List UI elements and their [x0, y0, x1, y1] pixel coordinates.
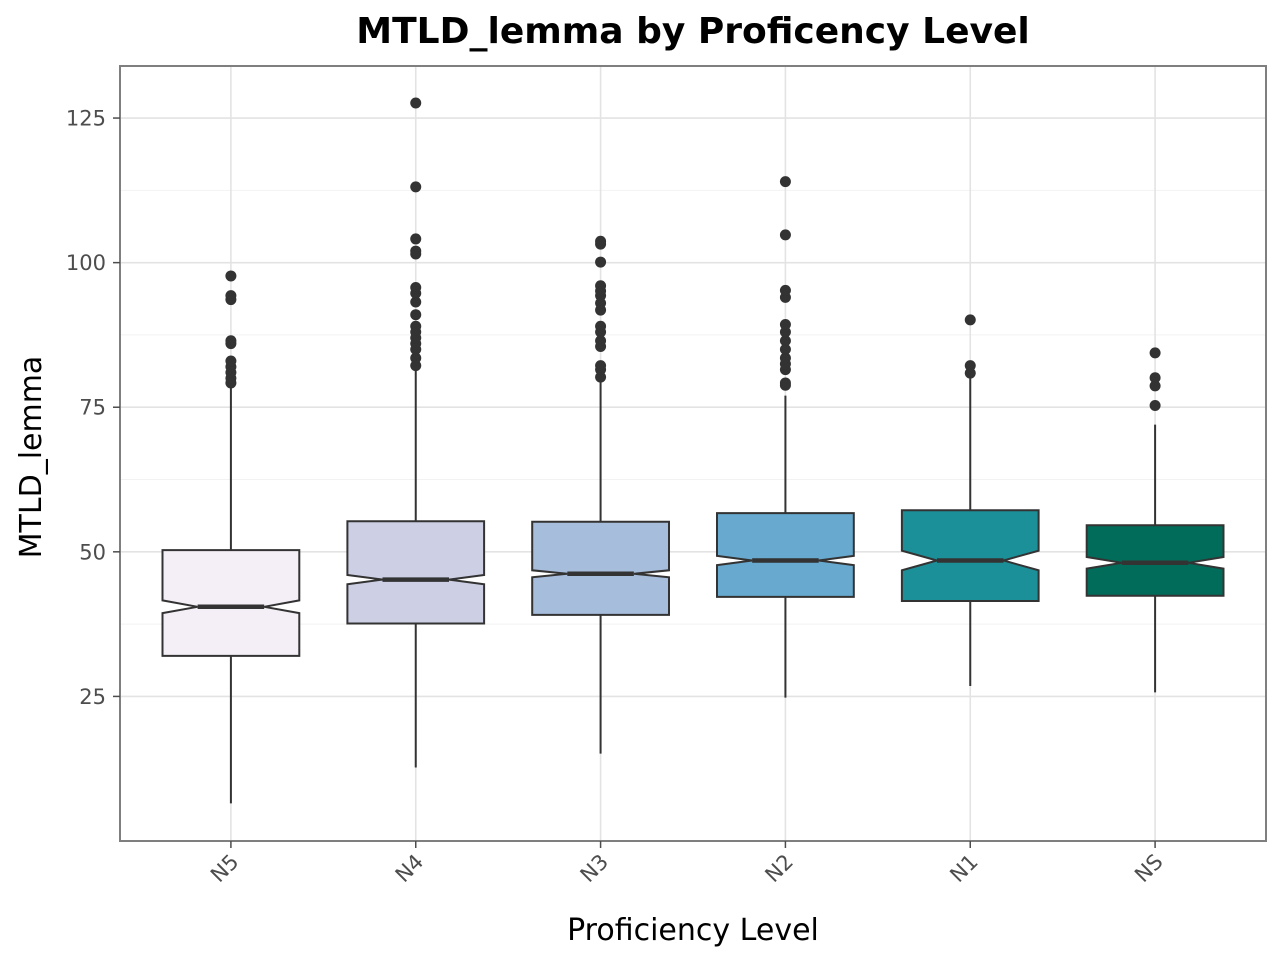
notched-box [1085, 524, 1225, 597]
outlier-point [1149, 372, 1161, 384]
box-group-n2 [716, 176, 855, 698]
outlier-point [595, 280, 607, 292]
outlier-point [779, 377, 791, 389]
outlier-point [225, 270, 237, 282]
outlier-point [595, 297, 607, 309]
box-group-n3 [531, 235, 670, 754]
chart-title: MTLD_lemma by Proficency Level [356, 11, 1029, 52]
notched-box [346, 520, 486, 625]
outlier-point [779, 343, 791, 355]
outlier-point [410, 245, 422, 257]
y-tick-label: 125 [66, 107, 106, 131]
outlier-point [410, 233, 422, 245]
outlier-point [595, 235, 607, 247]
outlier-point [595, 371, 607, 383]
outlier-point [410, 296, 422, 308]
outlier-point [779, 176, 791, 188]
outlier-point [964, 360, 976, 372]
notched-box [531, 520, 670, 616]
outlier-point [225, 290, 237, 302]
outlier-point [410, 97, 422, 109]
outlier-point [225, 335, 237, 347]
outlier-point [410, 282, 422, 294]
box-group-n4 [346, 97, 486, 768]
y-axis-title: MTLD_lemma [14, 356, 49, 559]
outlier-point [410, 320, 422, 332]
x-axis-title: Proficiency Level [567, 913, 819, 948]
notched-box [900, 509, 1040, 602]
outlier-point [595, 256, 607, 268]
box-group-n1 [900, 314, 1040, 686]
outlier-point [410, 309, 422, 321]
outlier-point [1149, 399, 1161, 411]
panel-border [119, 65, 1267, 842]
y-tick-label: 100 [66, 251, 106, 275]
outlier-point [779, 335, 791, 347]
outlier-point [1149, 347, 1161, 359]
outlier-point [964, 314, 976, 326]
outlier-point [1149, 380, 1161, 392]
outlier-point [779, 319, 791, 331]
outlier-point [595, 335, 607, 347]
y-tick-label: 50 [79, 540, 106, 564]
y-tick-label: 25 [79, 685, 106, 709]
outlier-point [779, 229, 791, 241]
outlier-point [410, 360, 422, 372]
outlier-point [410, 352, 422, 364]
outlier-point [964, 367, 976, 379]
box-group-n5 [161, 270, 301, 804]
outlier-point [225, 355, 237, 367]
outlier-point [779, 284, 791, 296]
outlier-point [779, 326, 791, 338]
notched-box [716, 512, 855, 598]
box-group-ns [1085, 347, 1225, 693]
notched-box [161, 549, 301, 657]
y-tick-label: 75 [79, 396, 106, 420]
outlier-point [779, 352, 791, 364]
outlier-point [595, 360, 607, 372]
outlier-point [595, 320, 607, 332]
outlier-point [410, 181, 422, 193]
